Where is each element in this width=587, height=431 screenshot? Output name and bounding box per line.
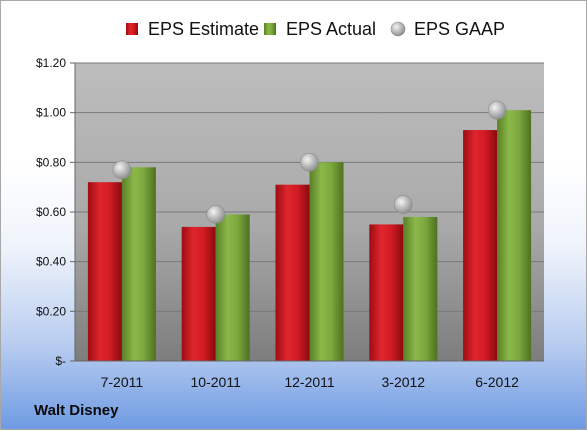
eps-actual-bar <box>497 110 532 361</box>
legend-label: EPS Actual <box>286 19 376 39</box>
eps-actual-bar <box>309 162 344 361</box>
eps-estimate-bar <box>463 130 498 361</box>
x-category-label: 6-2012 <box>475 374 519 390</box>
eps-estimate-bar <box>369 224 404 361</box>
eps-estimate-bar <box>275 184 310 361</box>
x-category-label: 7-2011 <box>101 374 144 390</box>
x-category-label: 12-2011 <box>284 374 335 390</box>
y-tick-label: $0.40 <box>36 255 66 269</box>
y-tick-label: $1.20 <box>36 56 66 70</box>
x-category-label: 10-2011 <box>191 374 242 390</box>
eps-gaap-marker <box>300 153 319 172</box>
y-tick-label: $0.80 <box>36 155 66 169</box>
legend-swatch-estimate <box>126 23 138 35</box>
eps-estimate-bar <box>181 226 216 361</box>
eps-gaap-marker <box>487 100 507 120</box>
eps-gaap-marker <box>393 195 413 214</box>
legend-swatch-actual <box>264 23 276 35</box>
x-category-label: 3-2012 <box>382 374 426 390</box>
legend-swatch-gaap <box>390 21 406 37</box>
eps-actual-bar <box>403 216 438 361</box>
eps-gaap-marker <box>112 160 132 180</box>
eps-estimate-bar <box>87 182 122 361</box>
company-label: Walt Disney <box>34 402 119 419</box>
eps-actual-bar <box>121 167 156 361</box>
eps-actual-bar <box>215 214 250 361</box>
eps-gaap-marker <box>206 205 225 224</box>
y-tick-label: $- <box>55 354 66 368</box>
y-tick-label: $1.00 <box>36 106 66 120</box>
y-tick-label: $0.20 <box>36 304 66 318</box>
legend-label: EPS Estimate <box>148 19 259 39</box>
legend-label: EPS GAAP <box>414 19 505 39</box>
y-tick-label: $0.60 <box>36 205 66 219</box>
